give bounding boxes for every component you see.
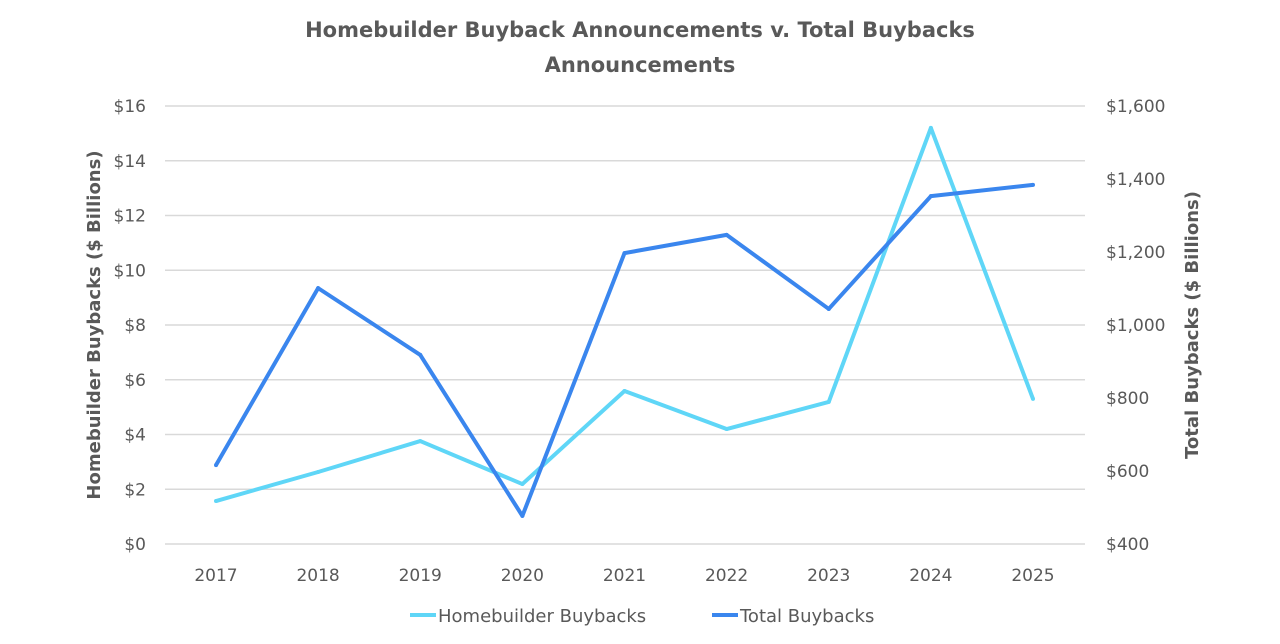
chart-title-line2: Announcements: [545, 53, 736, 77]
left-y-ticks: $0 $2 $4 $6 $8 $10 $12 $14 $16: [114, 97, 146, 555]
x-ticks: 2017 2018 2019 2020 2021 2022 2023 2024 2025: [194, 566, 1054, 586]
right-y-tick-label: $400: [1106, 535, 1149, 555]
right-y-tick-label: $1,000: [1106, 316, 1165, 336]
data-point: [622, 388, 627, 393]
x-tick-label: 2018: [296, 566, 339, 586]
data-point: [520, 513, 525, 518]
x-tick-label: 2025: [1011, 566, 1054, 586]
x-tick-label: 2021: [603, 566, 646, 586]
left-axis-label: Homebuilder Buybacks ($ Billions): [84, 150, 105, 499]
series-lines: [214, 125, 1035, 518]
legend: Homebuilder Buybacks Total Buybacks: [410, 606, 874, 627]
x-tick-label: 2024: [909, 566, 952, 586]
data-point: [214, 499, 218, 504]
right-y-tick-label: $1,200: [1106, 243, 1165, 263]
legend-label-homebuilder: Homebuilder Buybacks: [438, 606, 646, 627]
left-y-tick-label: $16: [114, 97, 146, 117]
data-point: [622, 251, 627, 256]
gridlines: [165, 105, 1085, 545]
left-y-tick-label: $6: [124, 371, 146, 391]
data-point: [724, 427, 729, 432]
data-point: [418, 352, 423, 357]
data-point: [520, 482, 525, 487]
chart-title-line1: Homebuilder Buyback Announcements v. Tot…: [305, 18, 975, 42]
left-y-tick-label: $4: [124, 426, 146, 446]
data-point: [316, 286, 321, 291]
data-point: [928, 125, 933, 130]
left-y-tick-label: $0: [124, 535, 146, 555]
right-y-tick-label: $800: [1106, 389, 1149, 409]
data-point: [928, 194, 933, 199]
right-axis-label: Total Buybacks ($ Billions): [1182, 191, 1203, 459]
x-tick-label: 2019: [399, 566, 442, 586]
legend-label-total: Total Buybacks: [739, 606, 874, 627]
data-point: [724, 232, 729, 237]
right-y-tick-label: $1,600: [1106, 97, 1165, 117]
right-y-tick-label: $1,400: [1106, 170, 1165, 190]
x-tick-label: 2022: [705, 566, 748, 586]
left-y-tick-label: $14: [114, 152, 146, 172]
data-point: [826, 306, 831, 311]
series-line-homebuilder: [215, 125, 1035, 503]
data-point: [214, 463, 218, 468]
data-point: [826, 399, 831, 404]
x-tick-label: 2020: [501, 566, 544, 586]
right-y-ticks: $400 $600 $800 $1,000 $1,200 $1,400 $1,600: [1106, 97, 1165, 555]
left-y-tick-label: $2: [124, 480, 146, 500]
left-y-tick-label: $8: [124, 316, 146, 336]
right-y-tick-label: $600: [1106, 462, 1149, 482]
x-tick-label: 2017: [194, 566, 237, 586]
x-tick-label: 2023: [807, 566, 850, 586]
data-point: [1031, 396, 1035, 401]
left-y-tick-label: $10: [114, 261, 146, 281]
left-y-tick-label: $12: [114, 207, 146, 227]
data-point: [1031, 182, 1035, 187]
data-point: [418, 439, 423, 444]
data-point: [316, 470, 321, 475]
